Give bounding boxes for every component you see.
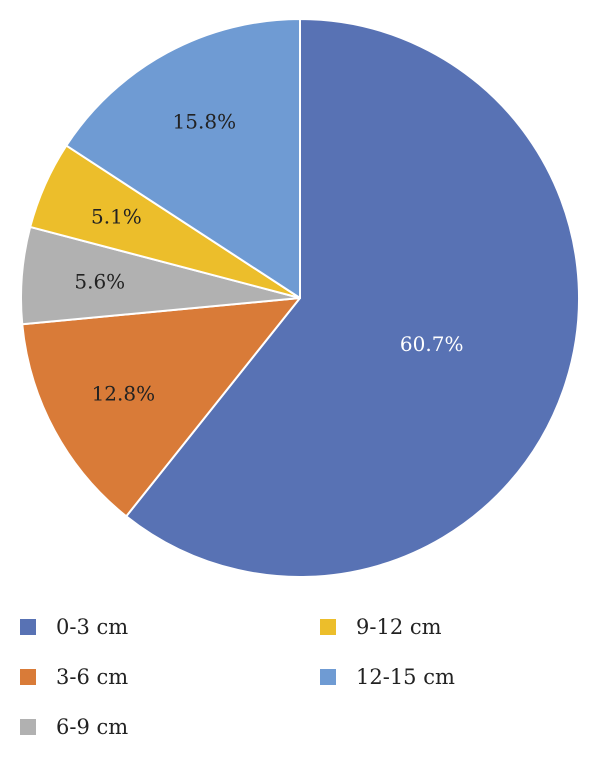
legend-label-3-6-cm: 3-6 cm	[56, 665, 129, 689]
legend-item-12-15-cm: 12-15 cm	[320, 662, 455, 692]
data-label-0-3-cm: 60.7%	[400, 332, 464, 356]
pie-slice-3-6-cm	[21, 297, 301, 518]
legend-swatch-9-12-cm	[320, 619, 336, 635]
legend-swatch-6-9-cm	[20, 719, 36, 735]
legend-item-9-12-cm: 9-12 cm	[320, 612, 442, 642]
legend-item-3-6-cm: 3-6 cm	[20, 662, 128, 692]
legend-label-6-9-cm: 6-9 cm	[56, 715, 129, 739]
legend-item-6-9-cm: 6-9 cm	[20, 712, 128, 742]
pie-slice-12-15-cm	[65, 18, 301, 299]
legend-swatch-12-15-cm	[320, 669, 336, 685]
chart-legend: 0-3 cm 3-6 cm 6-9 cm 9-12 cm 12-15 cm	[0, 600, 600, 758]
legend-item-0-3-cm: 0-3 cm	[20, 612, 128, 642]
data-label-12-15-cm: 15.8%	[173, 109, 237, 133]
legend-swatch-3-6-cm	[20, 669, 36, 685]
pie-chart: 60.7% 12.8% 5.6% 5.1% 15.8%	[20, 18, 580, 578]
legend-swatch-0-3-cm	[20, 619, 36, 635]
data-label-6-9-cm: 5.6%	[74, 270, 125, 294]
data-label-9-12-cm: 5.1%	[91, 204, 142, 228]
legend-label-9-12-cm: 9-12 cm	[356, 615, 442, 639]
legend-label-12-15-cm: 12-15 cm	[356, 665, 455, 689]
legend-label-0-3-cm: 0-3 cm	[56, 615, 129, 639]
data-label-3-6-cm: 12.8%	[92, 382, 156, 406]
pie-slice-0-3-cm	[125, 18, 580, 578]
